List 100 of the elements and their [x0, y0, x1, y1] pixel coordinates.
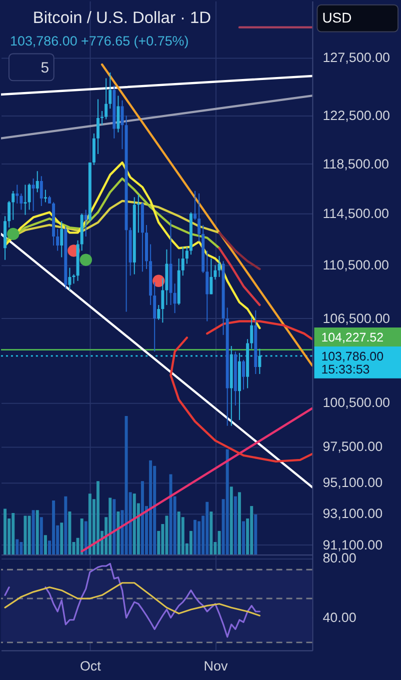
y-tick-label: 80.00	[322, 550, 356, 566]
y-tick-label: 95,100.00	[322, 475, 383, 490]
candlestick	[84, 209, 88, 238]
bar	[16, 539, 19, 554]
y-tick-label: 106,500.00	[322, 311, 390, 326]
bar	[108, 498, 112, 554]
bar	[206, 502, 209, 554]
candlestick	[206, 250, 209, 322]
candlestick	[56, 228, 60, 252]
bar	[4, 508, 7, 554]
y-tick-label: 97,500.00	[322, 438, 383, 454]
y-tick-label: 127,500.00	[322, 50, 390, 66]
line-series	[206, 320, 312, 340]
ref-line-label: 103,786.00 15:33:53	[321, 349, 384, 376]
y-tick-label: 100,500.00	[322, 395, 390, 410]
x-tick-label: Nov	[204, 658, 228, 674]
bar	[194, 520, 197, 554]
candlestick	[24, 184, 27, 216]
candlestick	[72, 274, 76, 284]
bar	[80, 518, 84, 554]
line-series	[170, 336, 312, 463]
candlestick	[36, 170, 39, 193]
candlestick	[210, 258, 213, 295]
candlestick	[153, 282, 156, 352]
line-series	[218, 247, 261, 306]
point	[80, 254, 92, 266]
y-tick-label: 122,500.00	[322, 108, 390, 124]
candlestick	[116, 95, 120, 133]
bar	[132, 494, 136, 554]
bar	[116, 512, 120, 554]
bar	[28, 516, 31, 554]
ref-line-label: 104,227.52	[321, 330, 384, 344]
bar	[238, 492, 241, 554]
bar	[40, 517, 43, 554]
bar	[242, 521, 246, 554]
y-tick-label: 110,500.00	[322, 258, 390, 273]
bar	[218, 530, 221, 554]
bar	[177, 512, 180, 554]
point	[152, 274, 165, 288]
text: Bitcoin / U.S. Dollar · 1D	[32, 8, 212, 27]
bar	[124, 416, 128, 554]
bar	[20, 542, 23, 554]
candlestick	[108, 72, 112, 110]
candlestick	[161, 278, 164, 324]
candlestick	[218, 255, 221, 278]
candlestick	[20, 192, 23, 210]
bar	[210, 512, 213, 554]
y-tick-label: 118,500.00	[322, 156, 390, 172]
candlestick	[16, 184, 19, 204]
candlestick	[32, 178, 35, 212]
bar	[112, 499, 116, 554]
bar	[234, 496, 237, 554]
candlestick	[12, 190, 15, 220]
bar	[189, 530, 192, 554]
bar	[230, 486, 233, 554]
candlestick	[250, 316, 254, 350]
bar	[64, 496, 68, 554]
bar	[52, 500, 56, 554]
point	[7, 228, 20, 240]
candlestick	[40, 176, 43, 206]
bar	[12, 512, 15, 554]
line-series	[4, 161, 261, 330]
bar	[84, 521, 88, 554]
bar	[250, 506, 254, 554]
bar	[226, 449, 229, 554]
x-tick-label: Oct	[80, 658, 102, 674]
y-axis-title: USD	[322, 9, 352, 26]
line-series	[4, 582, 260, 616]
annotation: 5	[40, 60, 50, 77]
text: 103,786.00 +776.65 (+0.75%)	[10, 34, 189, 49]
candlestick	[68, 267, 72, 291]
line-series	[4, 177, 220, 250]
candlestick	[242, 359, 246, 390]
y-tick-label: 93,100.00	[322, 506, 383, 521]
candlestick	[157, 304, 160, 320]
line-series	[218, 232, 261, 270]
bar	[32, 510, 35, 554]
candlestick	[60, 220, 64, 258]
bar	[68, 512, 72, 554]
y-tick-label: 40.00	[322, 610, 356, 626]
candlestick	[198, 192, 201, 242]
candlestick	[104, 78, 108, 120]
bar	[88, 494, 92, 554]
candlestick	[8, 200, 11, 228]
y-tick-label: 91,100.00	[322, 537, 383, 552]
y-tick-label: 114,500.00	[322, 206, 390, 222]
candlestick	[28, 182, 31, 210]
candlestick	[185, 246, 188, 264]
candlestick	[194, 190, 197, 220]
candlestick	[173, 283, 176, 314]
bar	[96, 481, 100, 554]
bar	[36, 510, 39, 554]
candlestick	[181, 246, 184, 276]
candlestick	[44, 189, 47, 203]
bar	[165, 516, 168, 554]
candlestick	[258, 348, 262, 375]
bar	[149, 460, 152, 554]
bar	[140, 481, 144, 554]
bar	[169, 474, 172, 554]
candlestick	[96, 98, 100, 155]
